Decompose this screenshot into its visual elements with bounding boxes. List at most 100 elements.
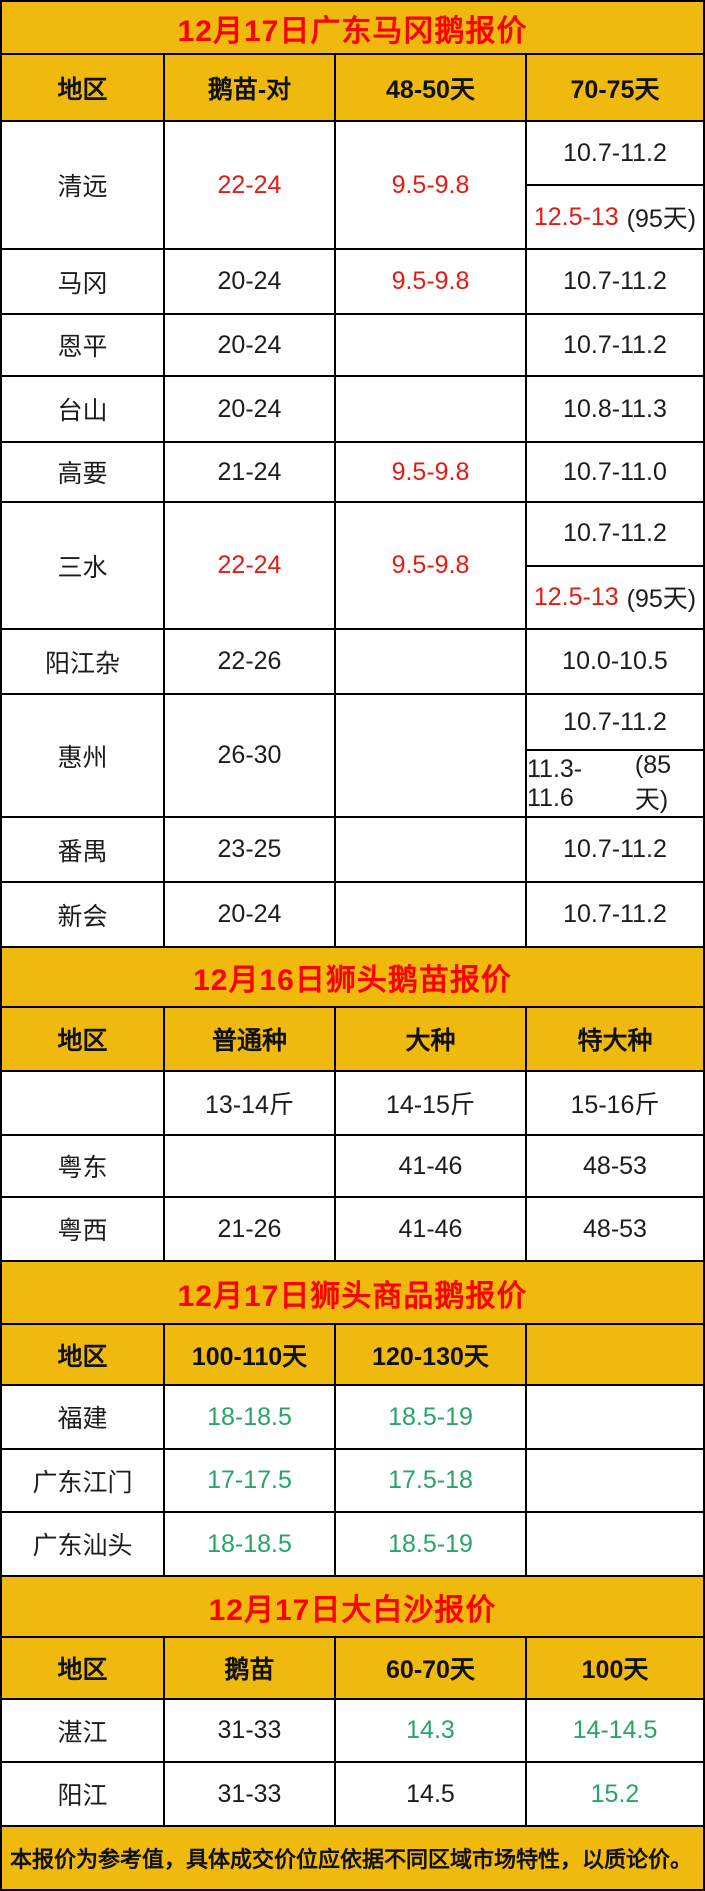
price-cell: 21-26 [165, 1198, 336, 1260]
row-fujian: 福建 18-18.5 18.5-19 [2, 1386, 703, 1450]
table-header-row: 地区 普通种 大种 特大种 [2, 1008, 703, 1072]
price-cell [336, 818, 527, 881]
row-zhanjiang: 湛江 31-33 14.3 14-14.5 [2, 1700, 703, 1763]
header-cell-empty [527, 1325, 703, 1384]
price-cell: 10.7-11.2 [527, 250, 703, 313]
row-yuexi: 粤西 21-26 41-46 48-53 [2, 1198, 703, 1262]
region-cell: 福建 [2, 1386, 165, 1448]
header-cell-region: 地区 [2, 1325, 165, 1384]
row-taishan: 台山 20-24 10.8-11.3 [2, 377, 703, 443]
disclaimer-note: 本报价为参考值，具体成交价位应依据不同区域市场特性，以质论价。 [2, 1827, 703, 1889]
header-cell-common: 普通种 [165, 1008, 336, 1070]
price-cell: 10.7-11.2 [527, 883, 703, 946]
price-cell: 20-24 [165, 315, 336, 375]
region-cell: 新会 [2, 883, 165, 946]
header-cell-region: 地区 [2, 55, 165, 120]
region-cell: 广东江门 [2, 1450, 165, 1511]
price-cell: 10.8-11.3 [527, 377, 703, 441]
price-table-dabaisha: 12月17日大白沙报价 地区 鹅苗 60-70天 100天 湛江 31-33 1… [2, 1577, 703, 1827]
price-cell: 31-33 [165, 1700, 336, 1761]
price-cell: 18-18.5 [165, 1513, 336, 1575]
table-header-row: 地区 鹅苗-对 48-50天 70-75天 [2, 55, 703, 122]
price-cell-split: 10.7-11.2 12.5-13 (95天) [527, 503, 703, 628]
price-cell: 41-46 [336, 1136, 527, 1196]
region-cell: 粤东 [2, 1136, 165, 1196]
price-cell: 21-24 [165, 443, 336, 501]
row-qingyuan: 清远 22-24 9.5-9.8 10.7-11.2 12.5-13 (95天) [2, 122, 703, 250]
price-value: 12.5-13 [533, 202, 619, 231]
region-cell: 阳江 [2, 1763, 165, 1825]
split-top: 10.7-11.2 [527, 503, 703, 567]
price-cell: 48-53 [527, 1136, 703, 1196]
price-cell [165, 1136, 336, 1196]
split-top: 10.7-11.2 [527, 122, 703, 186]
header-cell-70-75d: 70-75天 [570, 75, 660, 104]
price-cell: 10.7-11.2 [527, 315, 703, 375]
region-cell: 清远 [2, 122, 165, 248]
region-cell: 高要 [2, 443, 165, 501]
header-cell-100d: 100天 [581, 1656, 649, 1684]
price-cell: 9.5-9.8 [336, 122, 527, 248]
region-cell: 台山 [2, 377, 165, 441]
region-cell: 粤西 [2, 1198, 165, 1260]
price-cell: 14-14.5 [527, 1700, 703, 1761]
spec-cell: 14-15斤 [336, 1072, 527, 1134]
age-note: (95天) [626, 585, 697, 614]
row-xinhui: 新会 20-24 10.7-11.2 [2, 883, 703, 948]
price-cell: 17.5-18 [336, 1450, 527, 1511]
price-cell: 10.7-11.2 [527, 818, 703, 881]
price-cell: 18.5-19 [336, 1513, 527, 1575]
price-cell: 14.3 [336, 1700, 527, 1761]
header-cell-gosling: 鹅苗 [165, 1638, 336, 1698]
row-gd-shantou: 广东汕头 18-18.5 18.5-19 [2, 1513, 703, 1577]
row-yangjiang: 阳江 31-33 14.5 15.2 [2, 1763, 703, 1827]
price-table-magang-goose: 12月17日广东马冈鹅报价 地区 鹅苗-对 48-50天 70-75天 清远 2… [2, 2, 703, 948]
header-cell-48-50d: 48-50天 [336, 55, 527, 120]
split-top: 10.7-11.2 [527, 695, 703, 751]
price-cell: 15.2 [527, 1763, 703, 1825]
price-cell: 9.5-9.8 [336, 503, 527, 628]
header-cell-100-110d: 100-110天 [165, 1325, 336, 1384]
split-bottom: 11.3-11.6 (85天) [527, 751, 703, 816]
price-cell: 10.7-11.0 [527, 443, 703, 501]
price-cell [336, 377, 527, 441]
price-cell [527, 1386, 703, 1448]
price-cell: 22-24 [165, 503, 336, 628]
table-title: 12月17日大白沙报价 [2, 1577, 703, 1638]
price-cell: 22-26 [165, 630, 336, 693]
table-title: 12月17日狮头商品鹅报价 [2, 1262, 703, 1325]
price-cell: 20-24 [165, 377, 336, 441]
price-cell: 31-33 [165, 1763, 336, 1825]
price-value: 12.5-13 [533, 582, 619, 611]
row-gaoyao: 高要 21-24 9.5-9.8 10.7-11.0 [2, 443, 703, 503]
age-note: (95天) [626, 205, 697, 233]
price-cell-split: 10.7-11.2 12.5-13 (95天) [527, 122, 703, 248]
split-bottom: 12.5-13 (95天) [527, 186, 703, 248]
table-title: 12月16日狮头鹅苗报价 [2, 948, 703, 1008]
table-header-row: 地区 100-110天 120-130天 [2, 1325, 703, 1386]
spec-cell: 13-14斤 [165, 1072, 336, 1134]
table-title: 12月17日广东马冈鹅报价 [2, 2, 703, 55]
row-gd-jiangmen: 广东江门 17-17.5 17.5-18 [2, 1450, 703, 1513]
region-cell: 惠州 [2, 695, 165, 816]
header-cell-region: 地区 [2, 1638, 165, 1698]
region-cell: 马冈 [2, 250, 165, 313]
price-table-lionhead-gosling: 12月16日狮头鹅苗报价 地区 普通种 大种 特大种 13-14斤 14-15斤… [2, 948, 703, 1262]
header-cell-gosling-pair: 鹅苗-对 [165, 55, 336, 120]
price-cell: 9.5-9.8 [336, 250, 527, 313]
row-enping: 恩平 20-24 10.7-11.2 [2, 315, 703, 377]
price-cell [336, 695, 527, 816]
header-cell-60-70d: 60-70天 [336, 1638, 527, 1698]
header-cell-120-130d: 120-130天 [336, 1325, 527, 1384]
row-huizhou: 惠州 26-30 10.7-11.2 11.3-11.6 (85天) [2, 695, 703, 818]
header-cell-large: 大种 [336, 1008, 527, 1070]
row-panyu: 番禺 23-25 10.7-11.2 [2, 818, 703, 883]
price-cell: 10.0-10.5 [527, 630, 703, 693]
row-weight-spec: 13-14斤 14-15斤 15-16斤 [2, 1072, 703, 1136]
price-cell [527, 1450, 703, 1511]
price-cell [336, 883, 527, 946]
region-cell: 恩平 [2, 315, 165, 375]
price-cell: 20-24 [165, 250, 336, 313]
price-cell: 14.5 [336, 1763, 527, 1825]
